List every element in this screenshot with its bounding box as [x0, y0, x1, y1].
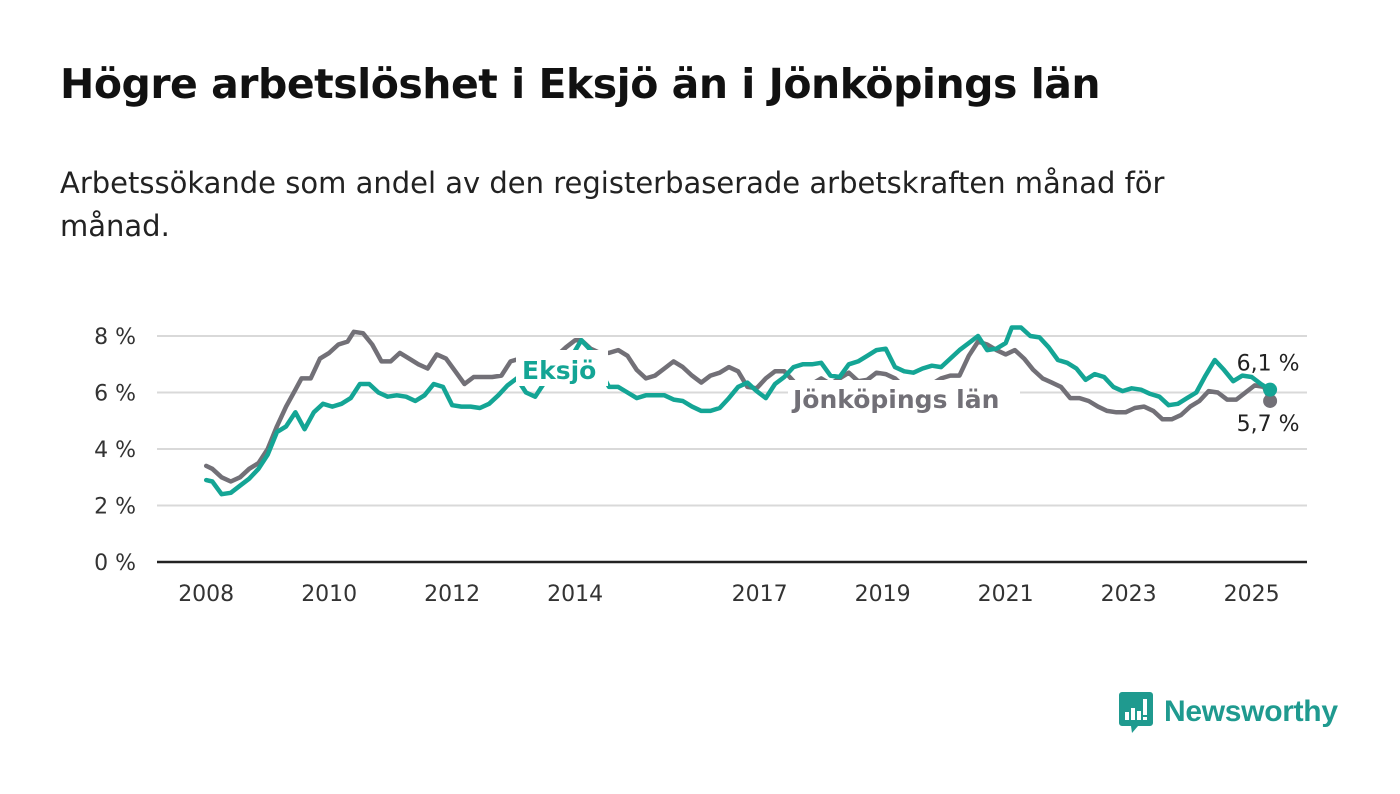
end-point-eksjo	[1263, 382, 1278, 397]
x-tick-label: 2025	[1224, 582, 1280, 607]
series-label-lan: Jönköpings län	[791, 385, 999, 414]
series-label-eksjo: Eksjö	[522, 356, 596, 385]
brand-logo: Newsworthy	[1118, 690, 1338, 734]
x-tick-label: 2014	[547, 582, 603, 607]
x-tick-label: 2008	[178, 582, 234, 607]
end-markers: 5,7 % 6,1 %	[1237, 352, 1300, 437]
series-labels: Eksjö Jönköpings län	[516, 350, 1020, 416]
brand-name: Newsworthy	[1164, 695, 1338, 728]
series-line-eksjo	[203, 325, 1273, 497]
chart-title: Högre arbetslöshet i Eksjö än i Jönköpin…	[60, 60, 1101, 108]
x-tick-label: 2023	[1101, 582, 1157, 607]
x-tick-label: 2012	[424, 582, 480, 607]
y-tick-label: 6 %	[94, 382, 136, 407]
label-bg-eksjo	[516, 350, 608, 386]
y-tick-label: 0 %	[94, 551, 136, 576]
end-label-eksjo: 6,1 %	[1237, 352, 1300, 377]
x-axis-ticks: 2008 2010 2012 2014 2017 2019 2021 2023 2025	[178, 582, 1279, 607]
y-tick-label: 8 %	[94, 325, 136, 350]
x-tick-label: 2021	[978, 582, 1034, 607]
newsworthy-logo-icon	[1119, 692, 1153, 733]
y-tick-label: 2 %	[94, 495, 136, 520]
series-line-lan	[203, 329, 1273, 484]
x-tick-label: 2017	[732, 582, 788, 607]
end-point-lan	[1263, 393, 1278, 408]
x-tick-label: 2019	[855, 582, 911, 607]
series-lines	[203, 325, 1273, 497]
y-tick-label: 4 %	[94, 438, 136, 463]
label-bg-lan	[788, 380, 1020, 416]
grid-lines	[157, 335, 1307, 564]
end-label-lan: 5,7 %	[1237, 412, 1300, 437]
y-axis-ticks: 0 % 2 % 4 % 6 % 8 %	[94, 325, 136, 576]
chart-subtitle: Arbetssökande som andel av den registerb…	[60, 166, 1165, 243]
x-tick-label: 2010	[301, 582, 357, 607]
